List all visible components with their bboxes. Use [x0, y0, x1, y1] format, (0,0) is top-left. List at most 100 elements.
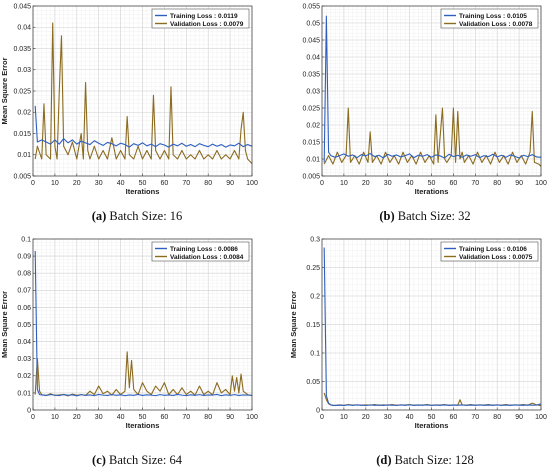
legend-box	[440, 8, 539, 29]
x-tick-label: 50	[139, 414, 147, 421]
subfigure-caption: (c) Batch Size: 64	[92, 453, 183, 467]
legend-entry: Validation Loss : 0.0078	[459, 21, 533, 28]
x-tick-label: 30	[95, 180, 103, 187]
subfigure-caption: (b) Batch Size: 32	[379, 209, 470, 223]
x-tick-label: 0	[320, 414, 324, 421]
x-tick-label: 10	[51, 414, 59, 421]
series-line-validation	[34, 22, 252, 165]
y-tick-label: 0.08	[17, 271, 31, 278]
x-tick-label: 80	[204, 414, 212, 421]
y-tick-label: 0	[27, 407, 31, 414]
x-tick-label: 40	[406, 414, 414, 421]
y-tick-label: 0.1	[21, 236, 31, 243]
caption-label: (b)	[379, 209, 394, 223]
series-line-training	[323, 15, 541, 163]
y-tick-label: 0.15	[306, 322, 320, 329]
y-tick-label: 0.025	[302, 105, 320, 112]
x-axis-label: Iterations	[415, 421, 449, 430]
x-tick-label: 60	[450, 414, 458, 421]
x-tick-label: 50	[428, 180, 436, 187]
x-tick-label: 100	[535, 180, 547, 187]
x-axis-label: Iterations	[126, 421, 160, 430]
x-tick-label: 40	[406, 180, 414, 187]
caption-text: Batch Size: 128	[392, 453, 474, 467]
y-tick-label: 0	[316, 407, 320, 414]
x-tick-label: 0	[31, 180, 35, 187]
y-tick-label: 0.035	[13, 46, 31, 53]
legend-entry: Validation Loss : 0.0084	[170, 254, 244, 261]
legend-box	[151, 241, 250, 262]
y-axis-label: Mean Square Error	[0, 291, 9, 358]
chart-panel-3: 0 10 20 30 40 50 60 70 80 90 100 0 0.05 0.1 0.15 0.2 0.2…	[289, 236, 547, 430]
x-tick-label: 40	[117, 414, 125, 421]
y-axis-label: Mean Square Error	[289, 291, 298, 358]
x-tick-label: 90	[515, 414, 523, 421]
y-tick-label: 0.04	[17, 25, 31, 32]
y-tick-label: 0.045	[302, 37, 320, 44]
legend-box	[440, 241, 539, 262]
y-tick-label: 0.03	[17, 356, 31, 363]
series-line-validation	[323, 107, 541, 167]
y-tick-label: 0.04	[17, 339, 31, 346]
y-tick-label: 0.25	[306, 265, 320, 272]
y-axis-label: Mean Square Error	[0, 57, 9, 124]
y-tick-label: 0.07	[17, 288, 31, 295]
x-tick-label: 100	[246, 414, 258, 421]
y-tick-label: 0.3	[310, 236, 320, 243]
x-tick-label: 10	[340, 180, 348, 187]
y-tick-label: 0.055	[302, 3, 320, 10]
caption-label: (d)	[376, 453, 391, 467]
x-tick-label: 60	[161, 180, 169, 187]
x-tick-label: 0	[31, 414, 35, 421]
subfigure-caption: (d) Batch Size: 128	[376, 453, 474, 467]
x-tick-label: 30	[384, 180, 392, 187]
x-axis-label: Iterations	[415, 187, 449, 196]
legend-entry: Training Loss : 0.0105	[459, 13, 527, 20]
y-tick-label: 0.035	[302, 71, 320, 78]
x-tick-label: 90	[226, 414, 234, 421]
legend-entry: Training Loss : 0.0106	[459, 246, 527, 253]
y-tick-label: 0.04	[306, 54, 320, 61]
x-tick-label: 20	[73, 414, 81, 421]
x-tick-label: 20	[362, 414, 370, 421]
x-tick-label: 100	[535, 414, 547, 421]
y-tick-label: 0.03	[17, 67, 31, 74]
chart-panel-2: 0 10 20 30 40 50 60 70 80 90 100 0 0.01 0.02 0.03 0.04 0…	[0, 236, 258, 430]
chart-panel-1: 0 10 20 30 40 50 60 70 80 90 100 0.005 0.01 0.015 0.02…	[302, 3, 546, 196]
caption-text: Batch Size: 16	[106, 209, 182, 223]
series-line-training	[34, 105, 252, 148]
x-tick-label: 70	[471, 180, 479, 187]
y-tick-label: 0.01	[17, 390, 31, 397]
x-tick-label: 100	[246, 180, 258, 187]
caption-text: Batch Size: 64	[106, 453, 183, 467]
axes-frame	[32, 5, 253, 177]
y-tick-label: 0.02	[17, 373, 31, 380]
caption-label: (c)	[92, 453, 106, 467]
legend-box	[151, 8, 250, 29]
y-tick-label: 0.015	[13, 131, 31, 138]
x-tick-label: 20	[362, 180, 370, 187]
y-tick-label: 0.09	[17, 254, 31, 261]
x-tick-label: 70	[471, 414, 479, 421]
x-tick-label: 70	[182, 180, 190, 187]
x-tick-label: 90	[226, 180, 234, 187]
y-tick-label: 0.05	[306, 20, 320, 27]
x-tick-label: 30	[384, 414, 392, 421]
y-tick-label: 0.05	[17, 322, 31, 329]
y-tick-label: 0.02	[17, 110, 31, 117]
y-tick-label: 0.1	[310, 350, 320, 357]
x-tick-label: 80	[493, 414, 501, 421]
y-tick-label: 0.05	[306, 379, 320, 386]
y-tick-label: 0.005	[13, 173, 31, 180]
x-tick-label: 10	[51, 180, 59, 187]
x-tick-label: 20	[73, 180, 81, 187]
y-tick-label: 0.02	[306, 122, 320, 129]
x-tick-label: 50	[428, 414, 436, 421]
caption-text: Batch Size: 32	[395, 209, 471, 223]
legend-entry: Training Loss : 0.0119	[170, 13, 238, 20]
x-tick-label: 40	[117, 180, 125, 187]
